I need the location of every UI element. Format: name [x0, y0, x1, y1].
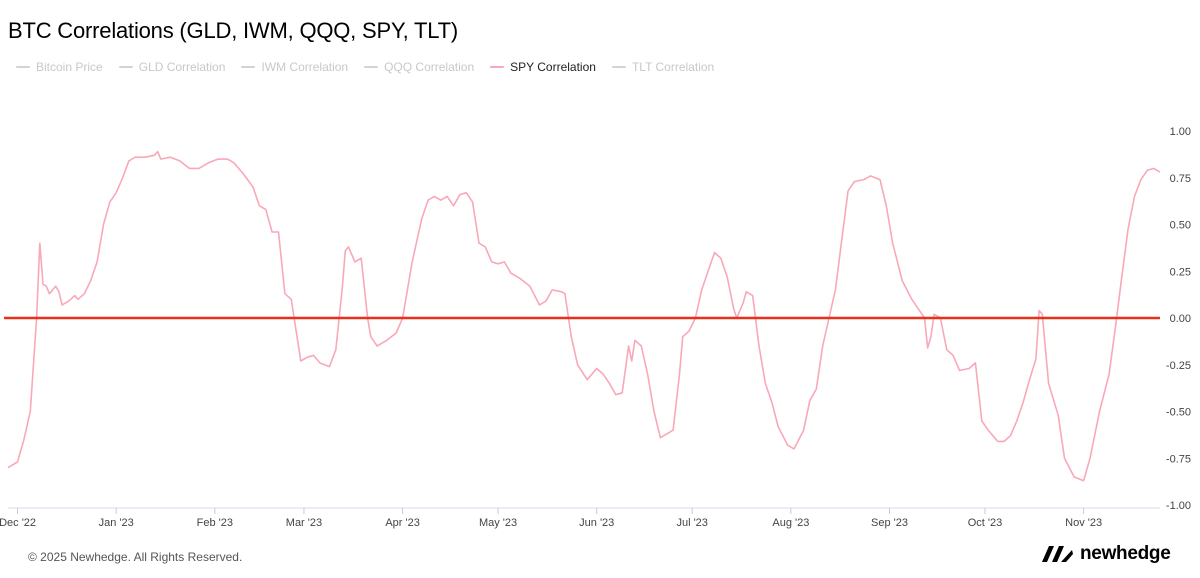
- legend-label: Bitcoin Price: [36, 60, 103, 74]
- y-tick-label: 0.25: [1170, 266, 1191, 278]
- legend-swatch-icon: [16, 66, 30, 68]
- y-tick-label: 0.75: [1170, 173, 1191, 185]
- x-tick-label: Jul '23: [676, 517, 707, 529]
- y-tick-label: -0.50: [1166, 407, 1191, 419]
- newhedge-logo-icon: [1042, 546, 1073, 562]
- legend-label: TLT Correlation: [631, 60, 715, 74]
- brand-name: newhedge: [1080, 543, 1171, 564]
- y-tick-label: -1.00: [1166, 500, 1191, 512]
- y-tick-label: -0.25: [1166, 360, 1191, 372]
- chart-plot-area[interactable]: 1.00 0.75 0.50 0.25 0.00 -0.25 -0.50 -0.75 -1.00…: [0, 0, 1200, 540]
- legend-label: GLD Correlation: [138, 60, 226, 74]
- x-tick-label: Mar '23: [286, 517, 322, 529]
- x-tick-label: Aug '23: [772, 517, 809, 529]
- legend-item-qqq-correlation[interactable]: QQQ Correlation: [364, 60, 474, 74]
- legend-swatch-icon: [611, 66, 626, 68]
- legend-swatch-icon: [364, 66, 379, 68]
- chart-title: BTC Correlations (GLD, IWM, QQQ, SPY, TL…: [8, 18, 459, 43]
- legend-item-iwm-correlation[interactable]: IWM Correlation: [241, 60, 348, 74]
- legend-label: IWM Correlation: [261, 60, 349, 74]
- y-tick-label: -0.75: [1166, 453, 1191, 465]
- legend-item-gld-correlation[interactable]: GLD Correlation: [118, 60, 226, 74]
- legend-item-tlt-correlation[interactable]: TLT Correlation: [611, 60, 715, 74]
- x-tick-label: May '23: [479, 517, 517, 529]
- y-tick-label: 0.50: [1170, 220, 1191, 232]
- x-tick-label: Sep '23: [871, 517, 908, 529]
- brand-logo[interactable]: newhedge: [1042, 543, 1171, 565]
- copyright-text: © 2025 Newhedge. All Rights Reserved.: [28, 550, 243, 564]
- x-tick-label: Jun '23: [579, 517, 614, 529]
- legend-swatch-icon: [241, 66, 256, 68]
- y-tick-label: 1.00: [1170, 126, 1191, 138]
- legend-item-spy-correlation[interactable]: SPY Correlation: [490, 60, 596, 74]
- chart-legend: Bitcoin Price GLD Correlation IWM Correl…: [16, 60, 714, 74]
- legend-label: SPY Correlation: [510, 60, 596, 74]
- x-tick-label: Feb '23: [197, 517, 233, 529]
- x-tick-label: Apr '23: [385, 517, 420, 529]
- y-tick-label: 0.00: [1170, 313, 1191, 325]
- x-tick-label: Oct '23: [968, 517, 1003, 529]
- x-tick-label: Nov '23: [1065, 517, 1102, 529]
- legend-item-bitcoin-price[interactable]: Bitcoin Price: [16, 60, 103, 74]
- series-line-spy-correlation: [7, 150, 1161, 482]
- legend-swatch-icon: [490, 66, 505, 68]
- x-tick-label: Dec '22: [0, 517, 36, 529]
- legend-label: QQQ Correlation: [384, 60, 475, 74]
- legend-swatch-icon: [118, 66, 133, 68]
- x-tick-label: Jan '23: [99, 517, 134, 529]
